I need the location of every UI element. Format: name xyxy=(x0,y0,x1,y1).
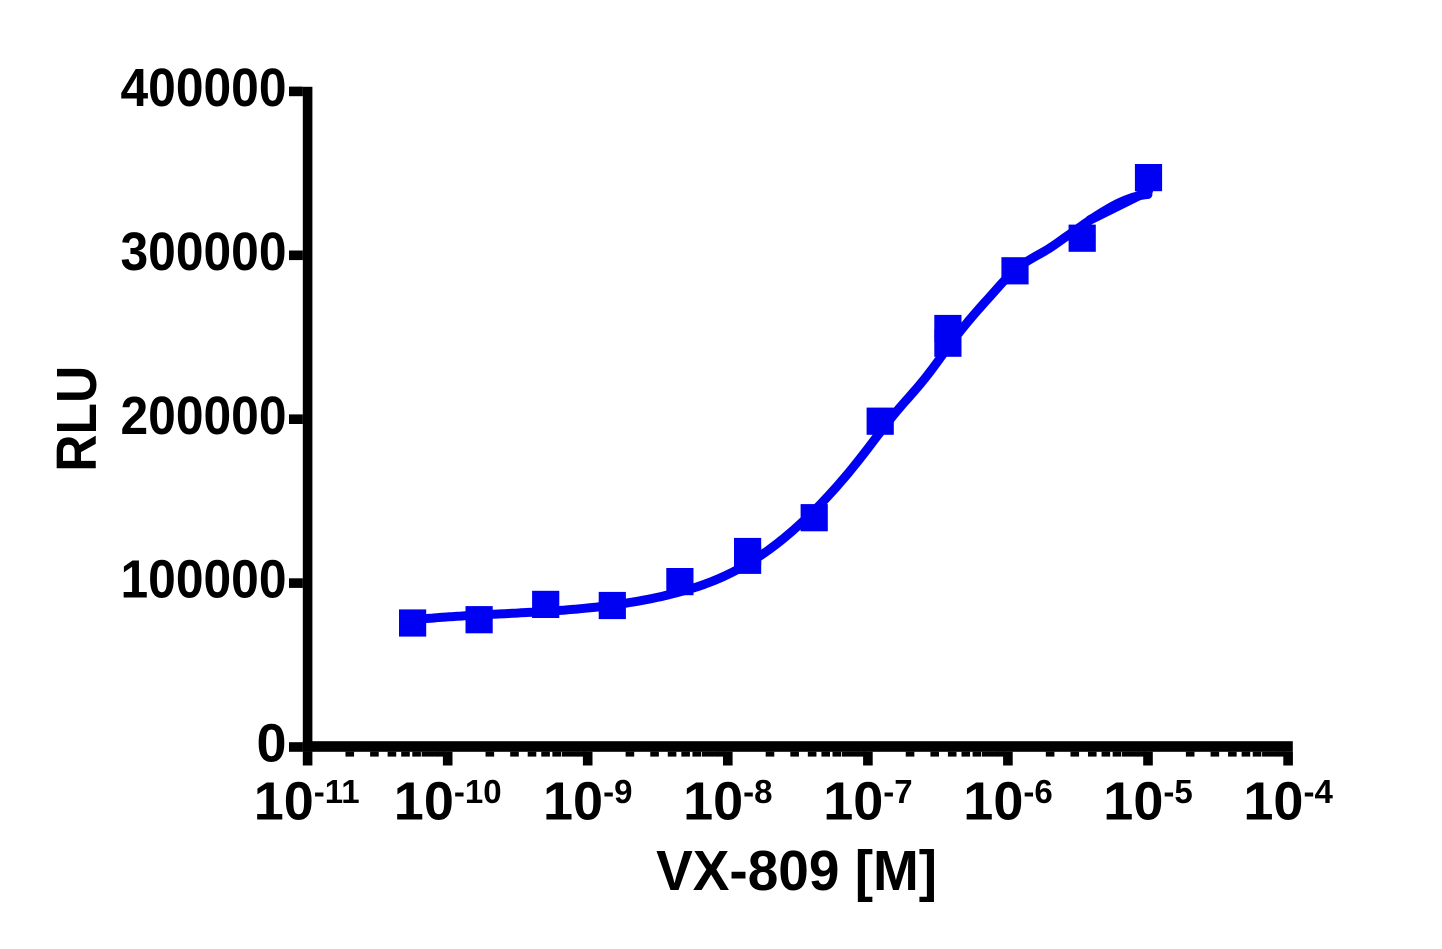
svg-text:0: 0 xyxy=(256,714,286,774)
svg-text:100000: 100000 xyxy=(121,550,287,610)
svg-text:VX-809 [M]: VX-809 [M] xyxy=(656,839,937,903)
svg-text:10-7: 10-7 xyxy=(823,772,912,832)
svg-text:300000: 300000 xyxy=(121,222,287,282)
svg-text:200000: 200000 xyxy=(121,386,287,446)
svg-text:RLU: RLU xyxy=(45,366,109,472)
svg-text:10-10: 10-10 xyxy=(394,772,502,832)
svg-text:400000: 400000 xyxy=(121,58,287,118)
